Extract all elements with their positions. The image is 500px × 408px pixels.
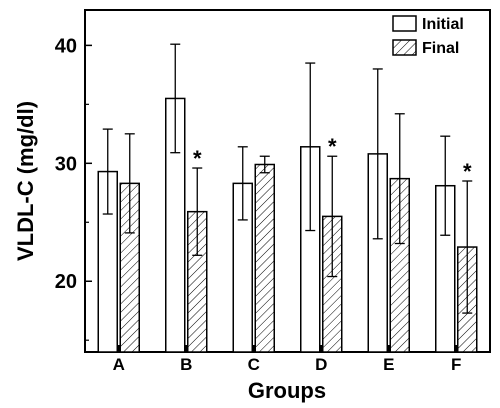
bars-group — [97, 43, 478, 353]
y-tick-label-40: 40 — [55, 35, 77, 57]
legend-swatch-initial — [392, 15, 417, 32]
x-tick-label-C: C — [248, 355, 260, 374]
significance-marker-F: * — [463, 159, 472, 184]
legend-swatch-final — [392, 39, 417, 56]
significance-marker-B: * — [193, 146, 202, 171]
y-tick-label-20: 20 — [55, 271, 77, 293]
x-axis: A B C D E F — [113, 345, 461, 374]
x-tick-label-A: A — [113, 355, 125, 374]
x-tick-label-D: D — [315, 355, 327, 374]
x-tick-label-B: B — [180, 355, 192, 374]
legend-label-initial: Initial — [422, 16, 464, 33]
y-axis: 20 30 40 — [55, 35, 92, 341]
annotations-group: * * * — [193, 134, 472, 184]
y-tick-label-30: 30 — [55, 153, 77, 175]
legend: Initial Final — [392, 15, 464, 57]
y-axis-title: VLDL-C (mg/dl) — [13, 101, 38, 261]
x-tick-label-F: F — [451, 355, 461, 374]
significance-marker-D: * — [328, 134, 337, 159]
bar-final-C — [254, 163, 275, 353]
x-tick-label-E: E — [383, 355, 394, 374]
plot-frame — [84, 9, 491, 353]
x-axis-title: Groups — [248, 378, 326, 403]
legend-label-final: Final — [422, 40, 459, 57]
